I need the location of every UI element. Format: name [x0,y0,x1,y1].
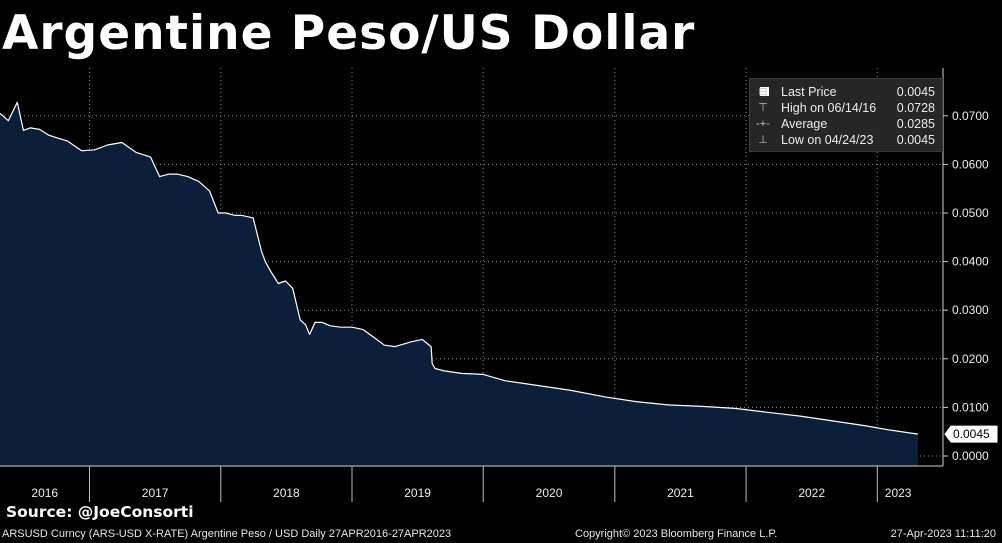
footer-copyright: Copyright© 2023 Bloomberg Finance L.P. [575,528,778,540]
x-tick-label: 2019 [404,486,431,500]
page-title: Argentine Peso/US Dollar [2,6,696,61]
legend-label: Low on 04/24/23 [781,133,874,147]
y-tick-label: 0.0400 [952,255,989,269]
x-tick-label: 2022 [798,486,825,500]
footer-timestamp: 27-Apr-2023 11:11:20 [890,528,996,540]
y-tick-label: 0.0700 [952,109,989,123]
legend-label: High on 06/14/16 [781,101,877,115]
legend-minimize-icon: ⊟ [758,86,768,98]
legend-value: 0.0728 [896,101,935,115]
last-price-label: 0.0045 [953,427,990,441]
legend-label: Average [781,117,828,131]
legend-item-last-price: ⊟ Last Price 0.0045 [750,84,944,100]
legend-value: 0.0045 [896,85,935,99]
legend-label: Last Price [781,85,837,99]
series-line-last-price [0,101,918,435]
last-price-tag [944,425,998,443]
y-tick-label: 0.0100 [952,400,989,414]
footer-ticker-info: ARSUSD Curncy (ARS-USD X-RATE) Argentine… [2,528,452,540]
axes: 0.0000 0.0100 0.0200 0.0300 0.0400 0.0500 0.06… [0,68,998,502]
x-tick-label: 2018 [273,486,300,500]
y-tick-label: 0.0600 [952,157,989,171]
x-tick-label: 2016 [31,486,58,500]
x-tick-label: 2023 [885,486,912,500]
y-tick-label: 0.0300 [952,303,989,317]
x-tick-label: 2021 [667,486,694,500]
legend-value: 0.0285 [896,117,935,131]
y-tick-label: 0.0200 [952,352,989,366]
legend-item-low: ⊥ Low on 04/24/23 0.0045 [750,132,944,148]
legend-item-high: ⊤ High on 06/14/16 0.0728 [750,100,944,116]
legend-swatch-last-price [760,87,769,96]
legend-value: 0.0045 [896,133,935,147]
x-tick-label: 2020 [536,486,563,500]
low-marker-icon: ⊥ [758,134,768,146]
high-marker-icon: ⊤ [758,102,768,114]
source-credit: Source: @JoeConsorti [6,503,194,521]
x-tick-label: 2017 [142,486,169,500]
legend: ⊟ Last Price 0.0045 ⊤ High on 06/14/16 0… [749,78,943,152]
average-marker-icon: -+- [756,118,770,130]
legend-item-average: -+- Average 0.0285 [750,116,944,132]
series-area-last-price [0,102,918,466]
y-tick-label: 0.0500 [952,206,989,220]
plot-area [0,101,918,466]
y-tick-label: 0.0000 [952,449,989,463]
